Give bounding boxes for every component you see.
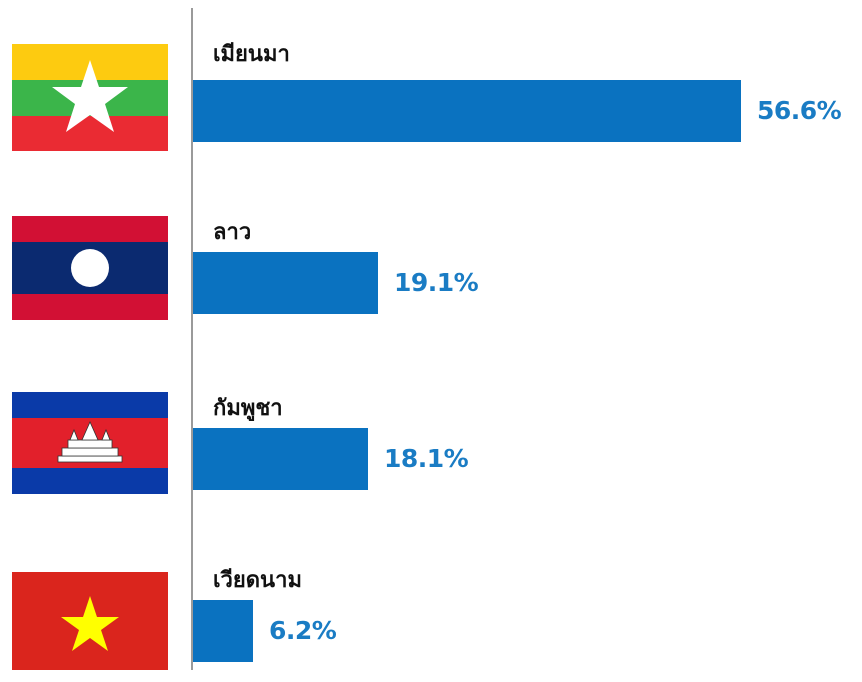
laos-flag-icon xyxy=(12,216,168,320)
value-label: 18.1% xyxy=(384,444,469,473)
myanmar-flag-icon xyxy=(12,44,168,151)
bar-myanmar xyxy=(193,80,741,142)
category-label: กัมพูชา xyxy=(213,396,283,421)
value-label: 19.1% xyxy=(394,268,479,297)
bar-row-myanmar: เมียนมา 56.6% xyxy=(0,40,862,160)
category-label: เวียดนาม xyxy=(213,568,302,593)
bar-row-vietnam: เวียดนาม 6.2% xyxy=(0,562,862,682)
bar-vietnam xyxy=(193,600,253,662)
bar-row-cambodia: กัมพูชา 18.1% xyxy=(0,390,862,510)
bar-row-laos: ลาว 19.1% xyxy=(0,214,862,334)
y-axis-line xyxy=(191,8,193,670)
value-label: 56.6% xyxy=(757,96,842,125)
category-label: เมียนมา xyxy=(213,42,290,67)
vietnam-flag-icon xyxy=(12,572,168,670)
value-label: 6.2% xyxy=(269,616,337,645)
bar-cambodia xyxy=(193,428,368,490)
category-label: ลาว xyxy=(213,220,252,245)
cambodia-flag-icon xyxy=(12,392,168,494)
bar-laos xyxy=(193,252,378,314)
